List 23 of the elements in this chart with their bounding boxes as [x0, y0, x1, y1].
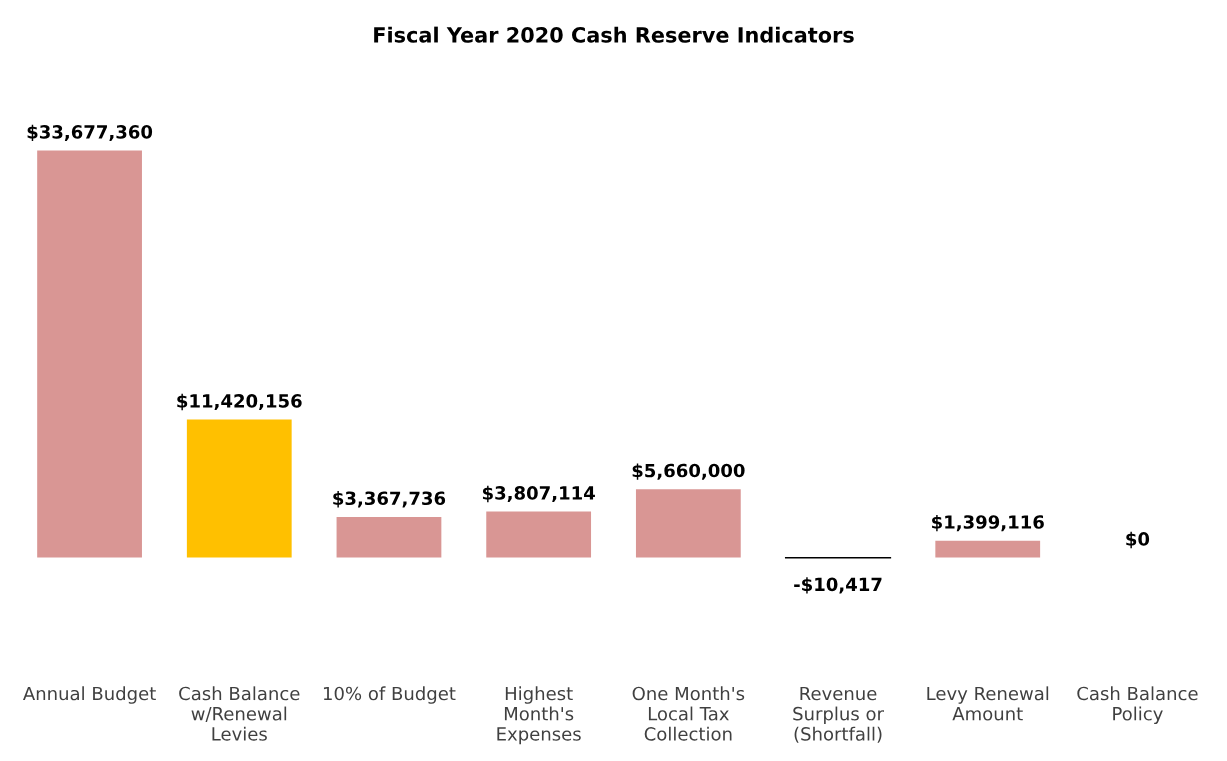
data-label: $0	[1126, 531, 1150, 549]
bar	[37, 150, 142, 558]
bar	[336, 516, 442, 558]
data-label: $1,399,116	[932, 514, 1044, 532]
x-tick-label: One Month's Local Tax Collection	[632, 686, 745, 741]
x-tick-label: 10% of Budget	[323, 686, 456, 704]
x-tick-label: Annual Budget	[22, 686, 156, 704]
x-tick-label: Levy Renewal Amount	[927, 686, 1049, 721]
data-label: $3,367,736	[333, 491, 446, 508]
data-label: -$10,417	[794, 577, 882, 594]
bar	[635, 489, 741, 558]
x-tick-label: Cash Balance w/Renewal Levies	[179, 686, 300, 741]
data-label: $11,420,156	[177, 393, 302, 411]
data-label: $33,677,360	[27, 124, 153, 142]
data-label: $5,660,000	[632, 463, 745, 480]
x-tick-label: Highest Month's Expenses	[497, 686, 581, 745]
chart-title: Fiscal Year 2020 Cash Reserve Indicators	[374, 26, 854, 43]
data-label: $3,807,114	[482, 485, 595, 503]
x-tick-label: Cash Balance Policy	[1077, 686, 1198, 725]
bar	[186, 419, 292, 558]
x-tick-label: Revenue Surplus or (Shortfall)	[793, 686, 884, 743]
bar	[486, 511, 592, 558]
bar	[935, 540, 1041, 558]
